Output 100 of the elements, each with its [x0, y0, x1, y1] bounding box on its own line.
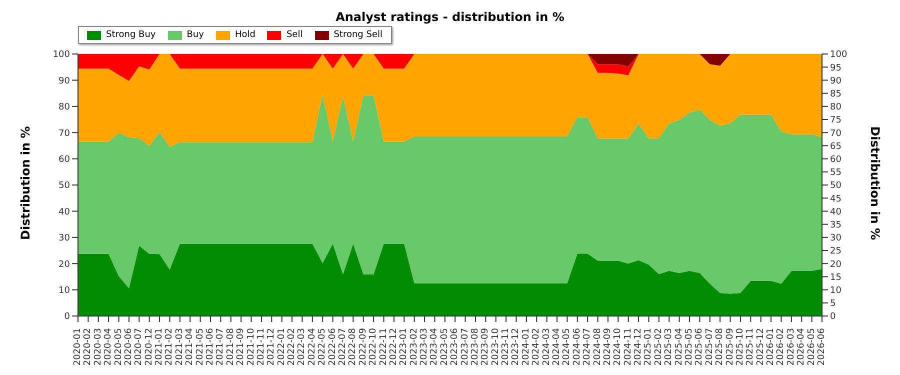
- x-tick-label: 2024-12: [634, 328, 644, 366]
- legend-label: Sell: [286, 30, 303, 40]
- x-tick-label: 2020-05: [114, 328, 124, 366]
- y2-tick-label: 70: [830, 128, 842, 139]
- x-tick-label: 2023-05: [440, 328, 450, 366]
- x-tick-label: 2026-05: [806, 328, 817, 366]
- x-tick-label: 2023-07: [460, 328, 470, 366]
- x-tick-label: 2023-09: [480, 328, 491, 366]
- y-axis-title: Distribution in %: [18, 126, 32, 240]
- y2-tick-label: 30: [830, 234, 842, 244]
- x-tick-label: 2024-01: [521, 328, 532, 366]
- x-tick-label: 2025-08: [715, 328, 726, 366]
- x-tick-label: 2023-08: [470, 328, 480, 366]
- y-tick-label: 50: [58, 181, 70, 192]
- x-tick-label: 2025-06: [694, 328, 705, 366]
- x-tick-label: 2021-08: [226, 328, 236, 366]
- x-tick-label: 2025-03: [664, 328, 674, 366]
- x-tick-label: 2023-03: [420, 328, 430, 366]
- y2-tick-label: 40: [830, 207, 842, 218]
- legend-label: Strong Sell: [334, 30, 382, 40]
- x-tick-label: 2020-01: [73, 328, 83, 366]
- x-tick-label: 2025-05: [684, 328, 695, 366]
- x-tick-label: 2020-07: [134, 328, 144, 366]
- y-tick-label: 40: [58, 207, 70, 218]
- x-tick-label: 2020-12: [144, 328, 154, 366]
- y2-tick-label: 100: [830, 50, 848, 60]
- x-tick-label: 2023-01: [399, 328, 410, 366]
- x-tick-label: 2025-02: [654, 328, 664, 366]
- x-tick-label: 2021-07: [216, 328, 226, 366]
- x-tick-label: 2024-04: [552, 328, 562, 366]
- y2-tick-label: 75: [830, 116, 842, 126]
- y-tick-label: 30: [58, 234, 70, 244]
- y-tick-label: 0: [64, 312, 70, 322]
- y2-tick-label: 65: [830, 142, 842, 152]
- y2-tick-label: 15: [830, 272, 842, 283]
- chart-title: Analyst ratings - distribution in %: [334, 9, 566, 26]
- x-tick-label: 2021-04: [185, 328, 196, 366]
- x-tick-label: 2024-06: [572, 328, 582, 366]
- y2-tick-label: 50: [830, 181, 842, 192]
- legend-label: Buy: [186, 30, 204, 40]
- x-tick-label: 2022-06: [328, 328, 338, 366]
- y2-axis-title: Distribution in %: [868, 126, 882, 240]
- x-tick-label: 2022-11: [378, 328, 389, 366]
- x-tick-label: 2020-02: [83, 328, 94, 366]
- x-tick-label: 2022-02: [287, 328, 298, 366]
- x-tick-label: 2024-09: [602, 328, 613, 366]
- x-tick-label: 2024-10: [613, 328, 624, 366]
- x-tick-label: 2023-11: [501, 328, 512, 366]
- x-tick-label: 2022-09: [358, 328, 368, 366]
- x-tick-label: 2021-03: [174, 328, 185, 366]
- x-tick-label: 2021-05: [195, 328, 206, 366]
- x-tick-label: 2022-07: [338, 328, 348, 366]
- y-tick-label: 100: [52, 50, 70, 60]
- x-tick-label: 2020-06: [124, 328, 134, 366]
- x-tick-label: 2025-11: [746, 328, 756, 366]
- legend-label: Hold: [234, 30, 256, 40]
- y2-tick-label: 5: [830, 299, 836, 310]
- x-tick-label: 2023-02: [409, 328, 420, 366]
- x-tick-label: 2024-03: [542, 328, 552, 366]
- x-tick-label: 2023-06: [450, 328, 460, 366]
- x-tick-label: 2025-09: [725, 328, 736, 366]
- x-tick-label: 2021-02: [164, 328, 175, 366]
- x-tick-label: 2022-12: [388, 328, 399, 366]
- x-tick-label: 2022-08: [348, 328, 358, 366]
- x-tick-label: 2026-01: [766, 328, 776, 366]
- x-tick-label: 2022-05: [318, 328, 328, 366]
- y-tick-label: 70: [58, 128, 70, 139]
- x-tick-label: 2024-05: [562, 328, 572, 366]
- x-tick-label: 2023-04: [430, 328, 440, 366]
- x-tick-label: 2026-06: [817, 328, 827, 366]
- x-tick-label: 2025-04: [674, 328, 684, 366]
- x-tick-label: 2024-02: [532, 328, 542, 366]
- x-tick-label: 2020-04: [104, 328, 114, 366]
- y2-tick-label: 95: [830, 63, 842, 74]
- y2-tick-label: 55: [830, 168, 842, 178]
- y2-tick-label: 60: [830, 154, 842, 165]
- x-tick-label: 2022-01: [276, 328, 287, 366]
- x-tick-label: 2021-01: [154, 328, 165, 366]
- y2-tick-label: 20: [830, 260, 842, 270]
- y2-tick-label: 10: [830, 286, 842, 296]
- x-tick-label: 2020-03: [93, 328, 104, 366]
- x-tick-label: 2024-11: [623, 328, 634, 366]
- legend-label: Strong Buy: [106, 30, 156, 40]
- x-tick-label: 2025-07: [704, 328, 715, 366]
- x-tick-label: 2026-03: [786, 328, 796, 366]
- x-tick-label: 2022-10: [368, 328, 379, 366]
- y-tick-label: 60: [58, 154, 70, 165]
- y2-tick-label: 45: [830, 194, 842, 204]
- x-tick-label: 2024-08: [592, 328, 603, 366]
- x-tick-label: 2021-12: [266, 328, 277, 366]
- y2-tick-label: 35: [830, 220, 842, 230]
- x-tick-label: 2025-10: [735, 328, 746, 366]
- x-tick-label: 2026-02: [776, 328, 786, 366]
- y2-tick-label: 85: [830, 89, 842, 100]
- x-tick-label: 2023-10: [490, 328, 501, 366]
- y2-tick-label: 80: [830, 102, 842, 113]
- x-tick-label: 2024-07: [582, 328, 593, 366]
- y-tick-label: 80: [58, 102, 70, 113]
- x-tick-label: 2021-10: [246, 328, 256, 366]
- x-tick-label: 2022-04: [307, 328, 318, 366]
